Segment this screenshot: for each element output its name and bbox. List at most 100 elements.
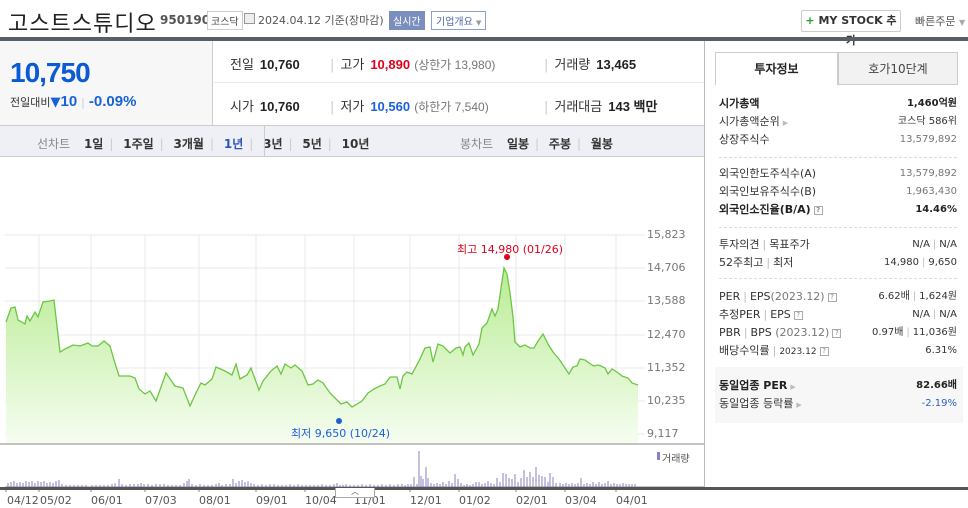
peer-per-row[interactable]: 동일업종 PER ▶ 82.66배 [719, 377, 957, 395]
low-annotation: 최저 9,650 (10/24) [291, 427, 391, 440]
market-cap-rank-value: 코스닥 586위 [897, 116, 957, 127]
help-icon[interactable]: ? [793, 310, 803, 320]
x-tick: 12/01 [410, 494, 442, 507]
y-tick: 14,706 [647, 261, 686, 274]
peer-change-label: 동일업종 등락률 [719, 397, 794, 410]
pbr-bps-row: PBR | BPS (2023.12)? 0.97배 | 11,036원 [719, 324, 957, 342]
foreign-ratio-row: 외국인소진율(B/A)? 14.46% [719, 201, 957, 219]
tab-orderbook[interactable]: 호가10단계 [838, 52, 958, 85]
realtime-button[interactable]: 실시간 [389, 11, 425, 30]
divider: | [762, 238, 767, 251]
price-chart[interactable]: 15,823 14,706 13,588 12,470 11,352 10,23… [0, 158, 704, 507]
candle-daily[interactable]: 일봉 [506, 137, 530, 151]
invest-info-panel: 투자정보 호가10단계 시가총액 1,460억원 시가총액순위 ▶ 코스닥 586위 … [704, 41, 968, 487]
peer-change-value: -2.19% [921, 398, 957, 409]
lower-limit: (하한가 7,540) [414, 100, 489, 114]
candle-weekly[interactable]: 주봉 [548, 137, 572, 151]
foreign-limit-value: 13,579,892 [899, 168, 957, 179]
period-1y[interactable]: 1년 [223, 137, 244, 151]
diff-percent: -0.09% [88, 93, 137, 110]
company-info-label: 기업개요 [436, 17, 473, 28]
x-tick: 08/01 [199, 494, 231, 507]
line-chart-options: 선차트 1일 | 1주일 | 3개월 | 1년 | 3년 | 5년 | 10년 [37, 135, 369, 152]
market-cap-rank-label: 시가총액순위 [719, 115, 780, 128]
divider: | [544, 100, 549, 115]
stock-name: 고스트스튜디오 [8, 12, 157, 37]
pbr-label: PBR [719, 326, 741, 339]
stat-high: | 고가 10,890 (상한가 13,980) [330, 54, 495, 73]
y-tick: 12,470 [647, 328, 686, 341]
x-tick: 04/12 [7, 494, 39, 507]
y-tick: 9,117 [647, 427, 679, 440]
help-icon[interactable]: ? [827, 292, 837, 302]
upper-limit: (상한가 13,980) [414, 58, 496, 72]
x-tick: 06/01 [91, 494, 123, 507]
target-value: N/A [939, 239, 957, 250]
divider: | [109, 137, 114, 151]
dividend-label: 배당수익률 [719, 344, 770, 357]
stat-value: 13,465 [596, 57, 637, 72]
market-cap-rank-row[interactable]: 시가총액순위 ▶ 코스닥 586위 [719, 113, 957, 131]
price-chart-svg [0, 234, 704, 492]
period-3y[interactable]: 3년 [263, 137, 283, 151]
peer-section-bg [715, 367, 963, 423]
period-10y[interactable]: 10년 [341, 137, 370, 151]
divider: | [772, 344, 777, 357]
help-icon[interactable]: ? [813, 205, 823, 215]
add-my-stock-button[interactable]: + MY STOCK 추가 [801, 10, 901, 47]
divider: | [906, 327, 910, 338]
foreign-limit-row: 외국인한도주식수(A) 13,579,892 [719, 165, 957, 183]
stat-prev: 전일 10,760 [230, 54, 300, 73]
divider: | [766, 256, 771, 269]
collapse-button[interactable]: ︿ [335, 488, 375, 498]
w52-low-value: 9,650 [928, 257, 957, 268]
candle-monthly[interactable]: 월봉 [590, 137, 613, 151]
quick-order-dropdown[interactable]: 빠른주문 ▼ [915, 13, 965, 29]
opinion-row: 투자의견 | 목표주가 N/A | N/A [719, 236, 957, 254]
company-info-dropdown[interactable]: 기업개요 ▼ [431, 11, 487, 30]
down-triangle-icon: ▼ [50, 95, 61, 110]
w52-row: 52주최고 | 최저 14,980 | 9,650 [719, 254, 957, 272]
per-value: 6.62배 [878, 291, 910, 302]
help-icon[interactable]: ? [832, 328, 842, 338]
stat-label: 시가 [230, 100, 254, 115]
diff-value: 10 [60, 93, 78, 110]
volume-legend: 거래량 [662, 454, 690, 465]
bps-value: 11,036원 [912, 327, 957, 338]
est-per-value: N/A [912, 309, 930, 320]
divider: | [159, 137, 164, 151]
divider: | [932, 309, 937, 320]
market-cap-label: 시가총액 [719, 97, 760, 110]
peer-section: 동일업종 PER ▶ 82.66배 동일업종 등락률 ▶ -2.19% [719, 377, 957, 413]
est-eps-label: EPS [770, 308, 791, 321]
divider: | [912, 291, 917, 302]
price-change: 전일대비▼10 | -0.09% [10, 93, 136, 110]
period-3m[interactable]: 3개월 [173, 137, 204, 151]
calendar-icon [244, 13, 255, 24]
peer-change-row[interactable]: 동일업종 등락률 ▶ -2.19% [719, 395, 957, 413]
stat-label: 거래량 [554, 58, 591, 73]
divider: | [249, 137, 254, 151]
stat-value: 143 백만 [608, 99, 658, 114]
stat-label: 거래대금 [554, 100, 603, 115]
tab-invest-info[interactable]: 투자정보 [715, 52, 838, 85]
est-per-row: 추정PER | EPS? N/A | N/A [719, 306, 957, 324]
chevron-up-icon: ︿ [351, 487, 359, 496]
divider: | [327, 137, 332, 151]
header-divider [0, 37, 968, 41]
high-annotation: 최고 14,980 (01/26) [457, 243, 564, 256]
x-tick: 07/03 [145, 494, 177, 507]
period-5y[interactable]: 5년 [302, 137, 322, 151]
date-suffix: 기준(장마감) [324, 14, 384, 27]
info-tabs: 투자정보 호가10단계 [715, 52, 958, 85]
w52-high-label: 52주최고 [719, 256, 764, 269]
period-1w[interactable]: 1주일 [123, 137, 154, 151]
divider: | [209, 137, 215, 151]
help-icon[interactable]: ? [819, 346, 829, 356]
bps-label: BPS [750, 326, 772, 339]
pbr-bps-date: (2023.12) [775, 326, 830, 339]
period-1d[interactable]: 1일 [83, 137, 104, 151]
stat-amount: | 거래대금 143 백만 [544, 96, 657, 115]
foreign-hold-row: 외국인보유주식수(B) 1,963,430 [719, 183, 957, 201]
divider [719, 157, 957, 158]
